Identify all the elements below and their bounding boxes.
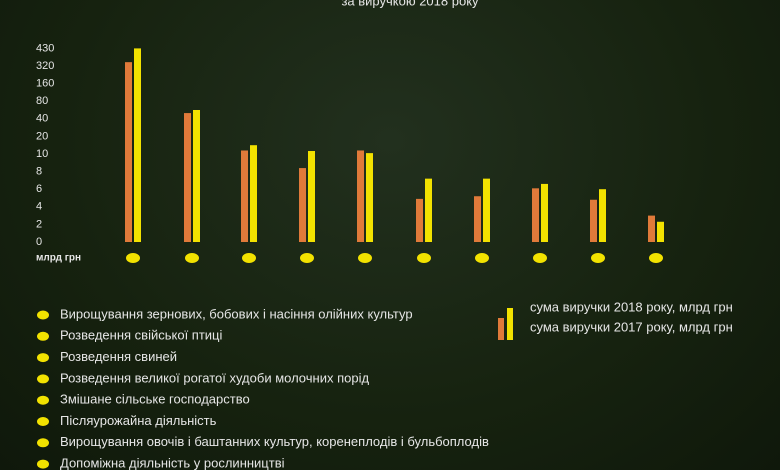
legend-icon (37, 331, 49, 341)
y-tick-label: 20 (36, 130, 48, 142)
legend-label: Розведення свиней (60, 349, 177, 364)
bar (648, 215, 655, 242)
legend-label: сума виручки 2018 року, млрд грн (530, 299, 733, 314)
bar (125, 62, 132, 242)
legend-icon (37, 310, 49, 320)
bar (416, 198, 423, 242)
y-tick-label: 6 (36, 183, 42, 195)
bar (599, 189, 606, 242)
legend-label: Змішане сільське господарство (60, 392, 250, 407)
category-icon (533, 253, 547, 263)
legend-label: Післяурожайна діяльність (60, 413, 217, 428)
category-icon (126, 253, 140, 263)
bar (193, 110, 200, 242)
y-tick-label: 320 (36, 60, 54, 72)
y-tick-label: 8 (36, 166, 42, 178)
y-tick-label: 430 (36, 42, 54, 54)
y-tick-label: 40 (36, 113, 48, 125)
category-icon (649, 253, 663, 263)
category-icon (591, 253, 605, 263)
y-tick-label: 10 (36, 148, 48, 160)
legend-label: Розведення великої рогатої худоби молочн… (60, 370, 369, 385)
legend-label: Розведення свійської птиці (60, 328, 222, 343)
bar (241, 150, 248, 242)
legend-label: Допоміжна діяльність у рослинництві (60, 456, 285, 470)
bar (366, 153, 373, 242)
bar (590, 199, 597, 242)
category-icon (417, 253, 431, 263)
bar (425, 178, 432, 242)
y-tick-label: 160 (36, 78, 54, 90)
y-tick-label: 2 (36, 218, 42, 230)
bar (134, 48, 141, 243)
legend-icon (37, 417, 49, 426)
bar (483, 178, 490, 242)
bar (299, 168, 306, 242)
chart-title: за виручкою 2018 року (341, 0, 479, 8)
legend-icon (37, 353, 49, 363)
y-tick-label: 4 (36, 201, 42, 213)
legend-label: Вирощування овочів і баштанних культур, … (60, 434, 489, 449)
category-icon (475, 253, 489, 263)
bar (308, 151, 315, 242)
bar (541, 183, 548, 242)
bar (357, 150, 364, 242)
category-icon (242, 253, 256, 263)
legend-icon (37, 374, 49, 384)
legend-icon (37, 459, 49, 469)
legend-label: сума виручки 2017 року, млрд грн (530, 319, 733, 334)
bar (250, 145, 257, 242)
category-icon (358, 253, 372, 263)
legend-swatch (498, 318, 504, 340)
legend-icon (37, 395, 49, 405)
y-tick-label: 80 (36, 95, 48, 107)
y-tick-label: 0 (36, 236, 42, 248)
bar (184, 113, 191, 242)
legend-swatch (507, 308, 513, 340)
category-icon (300, 253, 314, 263)
bar (657, 221, 664, 242)
y-unit: млрд грн (36, 253, 81, 264)
legend-icon (37, 438, 49, 448)
legend-label: Вирощування зернових, бобових і насіння … (60, 306, 413, 321)
bar (532, 188, 539, 242)
bar (474, 196, 481, 242)
category-icon (185, 253, 199, 263)
